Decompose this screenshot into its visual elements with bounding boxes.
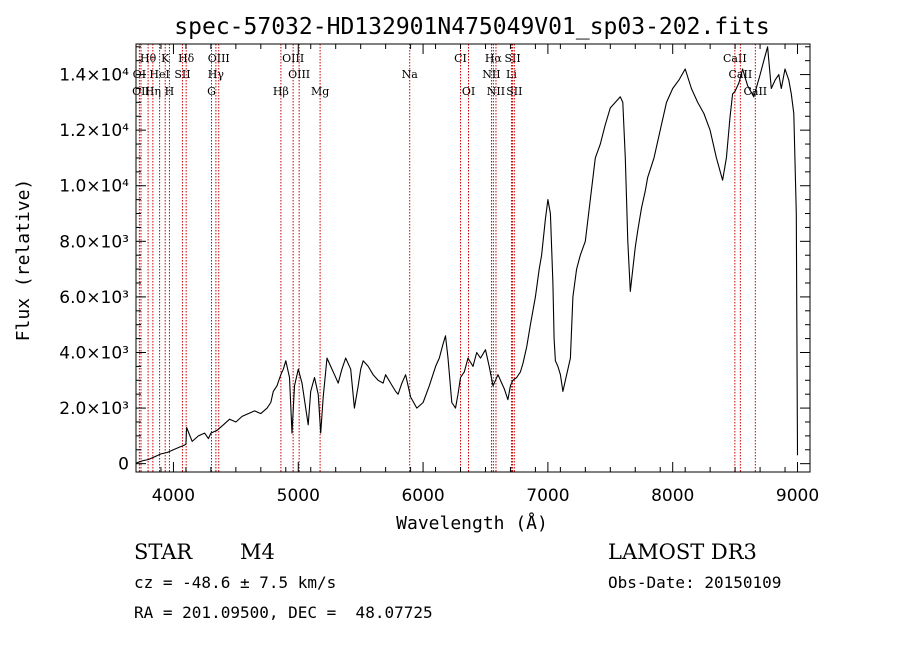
- marker-label: OIII: [288, 68, 310, 81]
- x-tick-label: 7000: [526, 486, 569, 506]
- marker-label: OIII: [208, 52, 230, 65]
- plot-frame: [135, 43, 811, 473]
- marker-label: Na: [402, 68, 419, 81]
- marker-label: K: [161, 52, 170, 65]
- marker-label: NII: [487, 85, 505, 98]
- x-tick-label: 4000: [152, 486, 195, 506]
- object-subclass: M4: [240, 540, 275, 564]
- marker-label: SII: [506, 85, 522, 98]
- x-tick-label: 6000: [401, 486, 444, 506]
- marker-label: CaII: [729, 68, 753, 81]
- obs-date-text: Obs-Date: 20150109: [608, 573, 782, 592]
- marker-label: Hθ: [140, 52, 157, 65]
- marker-label: Li: [506, 68, 517, 81]
- axes: 4000 5000 6000 7000 8000 9000 0 2.0×10³ 4.0×10³ 6…: [59, 44, 819, 506]
- marker-label: HeI: [149, 68, 169, 81]
- x-tick-label: 5000: [277, 486, 320, 506]
- marker-label: G: [207, 85, 216, 98]
- marker-label: CaII: [723, 52, 747, 65]
- y-tick-label: 1.2×10⁴: [59, 121, 129, 141]
- x-tick-label: 8000: [651, 486, 694, 506]
- x-tick-label: 9000: [776, 486, 819, 506]
- spectrum-chart: spec-57032-HD132901N475049V01_sp03-202.f…: [13, 14, 819, 534]
- chart-title: spec-57032-HD132901N475049V01_sp03-202.f…: [174, 14, 769, 40]
- marker-label: SII: [174, 68, 190, 81]
- marker-label: Hη: [145, 85, 161, 98]
- redshift-text: cz = -48.6 ± 7.5 km/s: [134, 573, 337, 592]
- y-tick-label: 8.0×10³: [59, 232, 129, 252]
- coordinates-text: RA = 201.09500, DEC = 48.07725: [134, 603, 433, 622]
- spectrum-line: [135, 46, 799, 464]
- y-tick-label: 1.4×10⁴: [59, 66, 129, 86]
- y-tick-label: 2.0×10³: [59, 399, 129, 419]
- y-axis-label: Flux (relative): [13, 179, 34, 342]
- marker-label: OIII: [282, 52, 304, 65]
- marker-label: Hα: [485, 52, 503, 65]
- marker-label: H: [165, 85, 175, 98]
- object-class: STAR: [134, 540, 193, 564]
- y-tick-label: 4.0×10³: [59, 343, 129, 363]
- marker-label: Hβ: [273, 85, 289, 98]
- marker-label: Hγ: [208, 68, 225, 81]
- y-tick-label: 0: [118, 455, 129, 475]
- y-tick-label: 6.0×10³: [59, 288, 129, 308]
- marker-label: NII: [482, 68, 500, 81]
- spectrum-series: [135, 46, 799, 464]
- y-tick-label: 1.0×10⁴: [59, 177, 129, 197]
- marker-label: OI: [462, 85, 475, 98]
- marker-label: Hδ: [178, 52, 195, 65]
- marker-label: CI: [454, 52, 467, 65]
- marker-label: Mg: [311, 85, 329, 98]
- survey-name: LAMOST DR3: [608, 540, 757, 564]
- marker-label: SII: [504, 52, 520, 65]
- x-axis-label: Wavelength (Å): [396, 512, 548, 534]
